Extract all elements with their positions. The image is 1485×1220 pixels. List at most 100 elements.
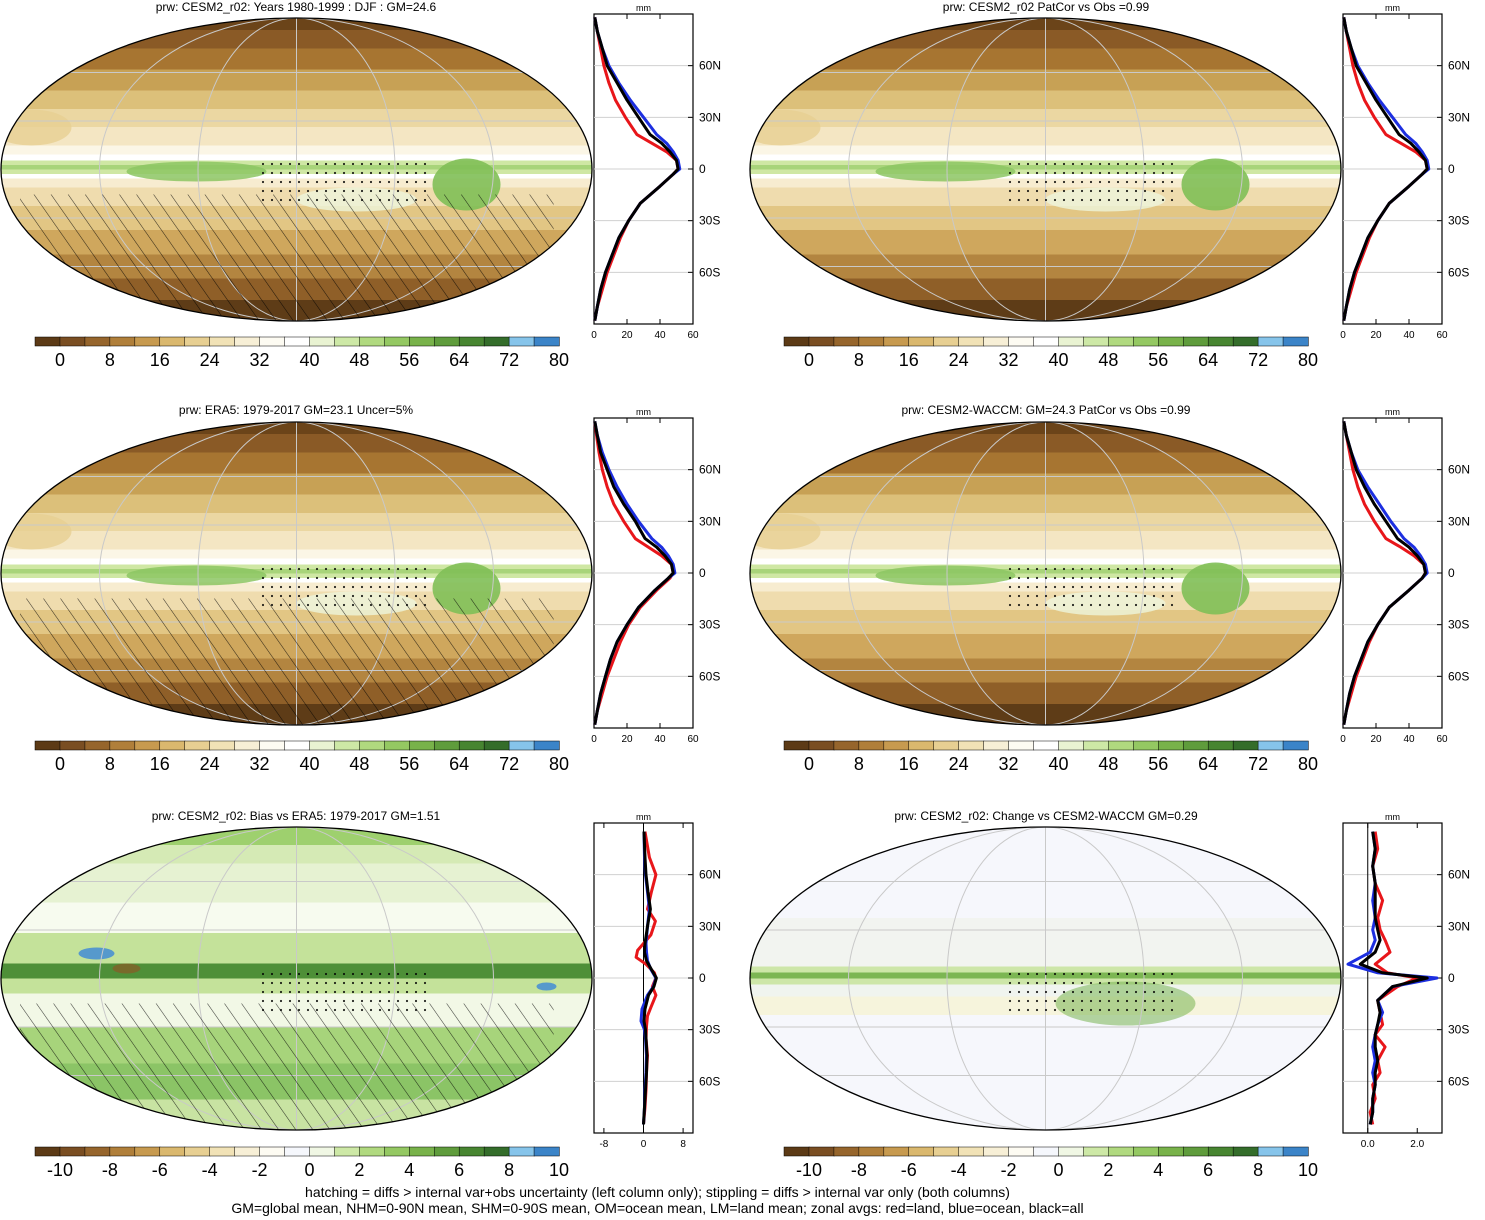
colorbar-swatch — [284, 1146, 311, 1157]
zonal-xtick-label: 60 — [687, 734, 699, 745]
zonal-series-line-3 — [1342, 421, 1427, 725]
colorbar-swatch — [433, 336, 460, 347]
map-panel-2 — [749, 17, 1342, 322]
zonal-xtick-label: 20 — [621, 734, 633, 745]
colorbar-label: 0 — [804, 754, 814, 774]
colorbar-swatch — [159, 1146, 186, 1157]
colorbar-swatch — [334, 740, 361, 751]
colorbar-label: 40 — [1048, 350, 1068, 370]
zonal-ytick-label: 60S — [1448, 1074, 1469, 1088]
colorbar-swatch — [1083, 740, 1110, 751]
zonal-plot-unit: mm — [636, 407, 651, 417]
colorbar-swatch — [109, 740, 136, 751]
zonal-ytick-label: 30S — [1448, 618, 1469, 632]
colorbar-swatch — [1133, 1146, 1159, 1157]
colorbar-swatch — [858, 1146, 885, 1157]
colorbar-swatch — [334, 336, 361, 347]
colorbar-label: 24 — [949, 754, 969, 774]
map-panel-3 — [0, 421, 593, 726]
colorbar-label: 16 — [899, 754, 919, 774]
colorbar-swatch — [34, 1146, 61, 1157]
colorbar-label: -6 — [901, 1160, 917, 1180]
zonal-ytick-label: 30S — [699, 1023, 720, 1037]
colorbar-swatch — [808, 336, 835, 347]
zonal-xtick-label: 20 — [621, 330, 633, 341]
colorbar-swatch — [1133, 740, 1159, 751]
colorbar-swatch — [1133, 336, 1159, 347]
colorbar-6: -10 -8 -6 -4 -2 0 2 4 6 8 10 — [783, 1146, 1318, 1180]
colorbar-swatch — [1207, 1146, 1234, 1157]
colorbar-label: 16 — [899, 350, 919, 370]
zonal-xtick-label: 60 — [687, 330, 699, 341]
colorbar-label: 56 — [399, 350, 419, 370]
zonal-ytick-label: 60S — [1448, 265, 1469, 279]
zonal-plot-unit: mm — [636, 812, 651, 822]
map-outline — [749, 421, 1342, 726]
panel-title-2: prw: CESM2_r02 PatCor vs Obs =0.99 — [942, 0, 1150, 14]
colorbar-swatch — [1257, 336, 1284, 347]
map-panel-6 — [749, 826, 1342, 1131]
colorbar-swatch — [59, 336, 86, 347]
colorbar-swatch — [34, 336, 61, 347]
colorbar-swatch — [1257, 740, 1284, 751]
zonal-plot-unit: mm — [1385, 812, 1400, 822]
colorbar-4: 0 8 16 24 32 40 48 56 64 72 80 — [783, 740, 1318, 774]
colorbar-swatch — [958, 336, 985, 347]
colorbar-swatch — [958, 1146, 985, 1157]
colorbar-label: -8 — [851, 1160, 867, 1180]
zonal-series-line-3 — [642, 831, 658, 1125]
colorbar-label: 72 — [499, 350, 519, 370]
colorbar-label: 0 — [804, 350, 814, 370]
colorbar-swatch — [1182, 1146, 1209, 1157]
colorbar-label: 56 — [399, 754, 419, 774]
colorbar-swatch — [433, 1146, 460, 1157]
colorbar-swatch — [1207, 740, 1234, 751]
map-outline — [749, 17, 1342, 322]
zonal-series-line-3 — [1358, 831, 1429, 1125]
colorbar-label: 16 — [150, 350, 170, 370]
colorbar-swatch — [458, 740, 485, 751]
colorbar-label: 48 — [349, 754, 369, 774]
colorbar-swatch — [409, 1146, 435, 1157]
zonal-plot-unit: mm — [1385, 407, 1400, 417]
colorbar-swatch — [1158, 336, 1184, 347]
colorbar-label: 32 — [999, 350, 1019, 370]
zonal-xtick-label: 40 — [1403, 330, 1415, 341]
colorbar-label: 16 — [150, 754, 170, 774]
colorbar-label: -2 — [1001, 1160, 1017, 1180]
colorbar-swatch — [1033, 740, 1060, 751]
colorbar-swatch — [983, 336, 1010, 347]
colorbar-label: 64 — [449, 754, 469, 774]
colorbar-swatch — [334, 1146, 361, 1157]
map-panel-4 — [749, 421, 1342, 726]
colorbar-2: 0 8 16 24 32 40 48 56 64 72 80 — [783, 336, 1318, 370]
zonal-plot-6: mm 60N 30N 0 30S 60S 0.0 2.0 — [1342, 812, 1470, 1150]
colorbar-label: 0 — [1053, 1160, 1063, 1180]
zonal-ytick-label: 60N — [699, 868, 721, 882]
colorbar-label: 40 — [299, 350, 319, 370]
colorbar-swatch — [1182, 740, 1209, 751]
colorbar-label: 32 — [999, 754, 1019, 774]
colorbar-swatch — [309, 740, 336, 751]
colorbar-label: 80 — [1298, 754, 1318, 774]
colorbar-swatch — [284, 336, 311, 347]
zonal-xtick-label: 0 — [641, 1139, 647, 1150]
colorbar-label: 40 — [1048, 754, 1068, 774]
colorbar-swatch — [1232, 1146, 1259, 1157]
zonal-plot-5: mm 60N 30N 0 30S 60S -8 0 8 — [593, 812, 721, 1150]
colorbar-swatch — [883, 336, 910, 347]
colorbar-swatch — [1282, 336, 1309, 347]
map-outline — [0, 421, 593, 726]
colorbar-swatch — [508, 1146, 535, 1157]
zonal-plot-unit: mm — [636, 3, 651, 13]
colorbar-swatch — [259, 336, 286, 347]
colorbar-swatch — [34, 740, 61, 751]
zonal-xtick-label: 40 — [654, 330, 666, 341]
colorbar-swatch — [359, 740, 385, 751]
colorbar-swatch — [1058, 336, 1085, 347]
colorbar-label: 64 — [449, 350, 469, 370]
colorbar-swatch — [409, 740, 435, 751]
colorbar-swatch — [858, 740, 885, 751]
